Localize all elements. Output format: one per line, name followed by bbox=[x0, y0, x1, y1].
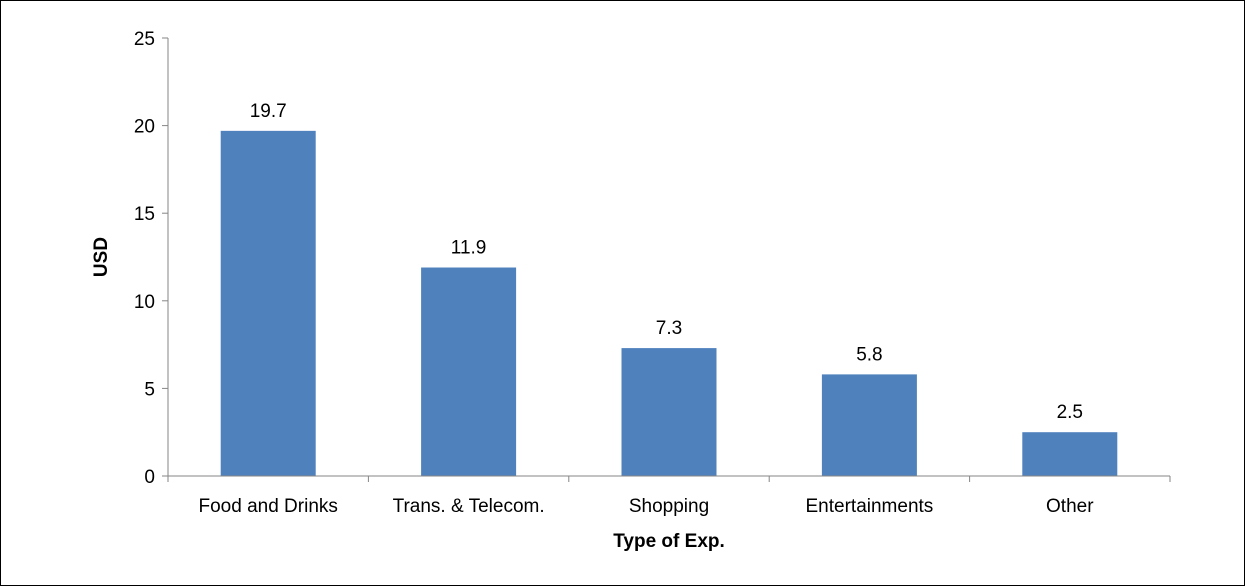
y-axis-ticks: 0 5 10 15 20 25 bbox=[134, 29, 168, 488]
data-labels: 19.7 11.9 7.3 5.8 2.5 bbox=[250, 101, 1083, 423]
x-axis-title: Type of Exp. bbox=[613, 531, 725, 552]
x-tick-label: Shopping bbox=[629, 496, 709, 517]
data-label: 11.9 bbox=[451, 238, 487, 259]
y-tick-label: 25 bbox=[134, 29, 155, 50]
data-label: 7.3 bbox=[656, 318, 682, 339]
x-tick-label: Entertainments bbox=[806, 496, 934, 517]
data-label: 19.7 bbox=[250, 101, 287, 122]
y-tick-label: 5 bbox=[144, 379, 155, 400]
bars bbox=[220, 130, 1118, 476]
y-tick-label: 0 bbox=[144, 467, 155, 488]
bar bbox=[1022, 432, 1118, 476]
x-tick-label: Food and Drinks bbox=[198, 496, 337, 517]
x-tick-label: Trans. & Telecom. bbox=[393, 496, 545, 517]
bar bbox=[821, 374, 917, 476]
bar bbox=[421, 267, 517, 476]
y-axis-title: USD bbox=[91, 237, 112, 277]
y-tick-label: 15 bbox=[134, 204, 155, 225]
data-label: 5.8 bbox=[856, 344, 882, 365]
y-tick-label: 10 bbox=[134, 292, 155, 313]
x-axis-ticks: Food and Drinks Trans. & Telecom. Shopping… bbox=[167, 476, 1171, 517]
y-tick-label: 20 bbox=[134, 117, 155, 138]
bar bbox=[621, 348, 717, 476]
x-tick-label: Other bbox=[1046, 496, 1094, 517]
data-label: 2.5 bbox=[1057, 402, 1083, 423]
bar bbox=[220, 130, 316, 476]
